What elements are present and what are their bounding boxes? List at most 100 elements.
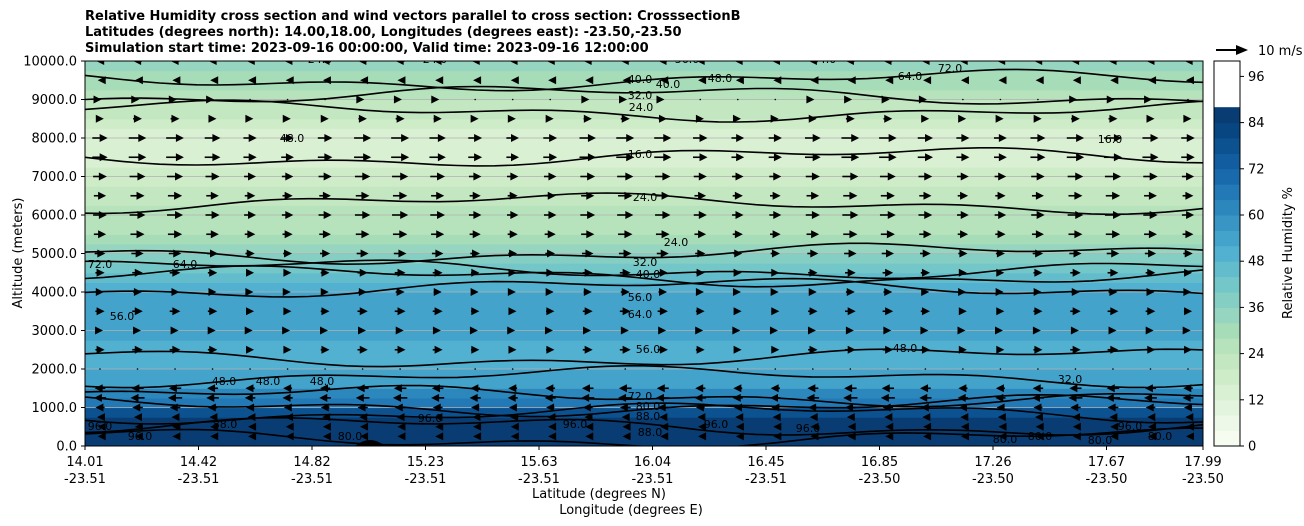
wind-vector <box>245 384 255 393</box>
wind-vector-head <box>921 345 930 354</box>
wind-vector <box>807 249 819 258</box>
wind-vector <box>579 134 596 142</box>
wind-vector <box>133 326 142 335</box>
wind-vector-head <box>734 61 743 65</box>
wind-vector-head <box>884 288 893 296</box>
wind-vector <box>356 95 365 104</box>
wind-vector <box>93 172 107 181</box>
wind-vector <box>471 403 480 412</box>
wind-vector-head <box>510 153 519 162</box>
wind-vector-head <box>473 432 482 441</box>
wind-vector <box>697 413 706 422</box>
wind-vector-head <box>136 191 145 200</box>
wind-vector <box>882 307 894 316</box>
wind-vector-head <box>1184 61 1193 65</box>
wind-vector-head <box>1072 76 1081 85</box>
wind-vector-head <box>207 384 216 393</box>
wind-vector <box>845 403 856 412</box>
wind-vector-head <box>206 95 215 104</box>
wind-vector <box>468 172 482 181</box>
wind-vector-head <box>735 422 744 431</box>
wind-vector <box>806 230 820 239</box>
wind-vector-head <box>1109 413 1118 422</box>
wind-vector-head <box>919 393 928 402</box>
wind-vector <box>134 432 143 441</box>
wind-vector-head <box>320 288 329 296</box>
wind-vector-head <box>397 268 406 277</box>
y-tick-label: 9000.0 <box>32 93 78 108</box>
wind-vector <box>317 134 333 142</box>
wind-vector-head <box>1068 393 1077 402</box>
wind-vector <box>736 368 739 370</box>
wind-vector <box>205 172 220 181</box>
wind-vector-head <box>283 307 292 316</box>
wind-vector-head <box>284 191 293 200</box>
wind-vector-head <box>997 413 1006 422</box>
y-tick-label: 1000.0 <box>32 401 78 416</box>
wind-vector <box>956 134 970 142</box>
x-tick-label-lon: -23.51 <box>291 472 333 487</box>
contour-label: 64.0 <box>812 53 837 66</box>
wind-vector-head <box>1110 345 1119 354</box>
wind-vector <box>958 307 967 316</box>
wind-vector <box>507 211 519 219</box>
contour-label: 24.0 <box>633 191 658 204</box>
x-tick-label-lon: -23.51 <box>405 472 447 487</box>
wind-vector <box>810 432 819 441</box>
wind-vector <box>128 153 147 162</box>
wind-vector <box>920 326 929 335</box>
wind-vector <box>654 153 672 162</box>
contour-label: 32.0 <box>633 256 658 269</box>
wind-vector-head <box>960 191 969 200</box>
wind-vectors <box>92 61 1195 441</box>
wind-vector-head <box>1185 432 1194 441</box>
wind-vector <box>1106 249 1120 258</box>
wind-vector-head <box>957 393 966 402</box>
gridlines <box>85 99 1203 408</box>
wind-vector-head <box>401 153 410 162</box>
wind-vector-head <box>771 403 780 412</box>
wind-vector <box>1067 172 1084 181</box>
wind-vector-head <box>134 76 143 85</box>
wind-vector <box>770 191 781 200</box>
wind-vector <box>805 211 820 219</box>
wind-vector-head <box>998 211 1007 219</box>
wind-vector-head <box>659 307 668 316</box>
wind-vector <box>248 422 257 431</box>
wind-vector <box>1104 134 1122 142</box>
wind-vector <box>807 326 816 335</box>
wind-vector <box>394 268 406 277</box>
wind-vector <box>469 230 481 239</box>
wind-vector <box>655 393 670 402</box>
wind-vector-head <box>248 172 257 181</box>
wind-vector-head <box>771 307 780 316</box>
wind-vector <box>1183 307 1193 316</box>
wind-vector-head <box>471 345 480 354</box>
wind-vector-head <box>1075 172 1084 181</box>
colorbar-tick-label: 24 <box>1248 347 1265 362</box>
humidity-band <box>85 417 1203 428</box>
wind-vector <box>924 368 927 370</box>
wind-vector <box>919 230 932 239</box>
wind-vector-head <box>770 288 779 296</box>
wind-vector <box>95 307 105 316</box>
wind-vector <box>885 422 894 431</box>
wind-vector <box>995 384 1005 393</box>
wind-vector <box>132 307 143 316</box>
wind-vector-head <box>806 95 815 104</box>
wind-vector-head <box>920 326 929 335</box>
wind-vector <box>694 230 707 239</box>
wind-vector <box>1183 384 1193 393</box>
wind-vector <box>1032 249 1044 258</box>
humidity-band <box>85 215 1203 226</box>
wind-vector <box>392 172 409 181</box>
wind-vector <box>1070 403 1081 412</box>
wind-vector-head <box>209 413 218 422</box>
wind-vector <box>1035 432 1044 441</box>
wind-vector <box>472 413 481 422</box>
wind-vector <box>1142 134 1159 142</box>
wind-vector <box>318 172 332 181</box>
wind-vector-head <box>660 422 669 431</box>
wind-vector-head <box>285 211 294 219</box>
wind-vector <box>471 61 480 65</box>
